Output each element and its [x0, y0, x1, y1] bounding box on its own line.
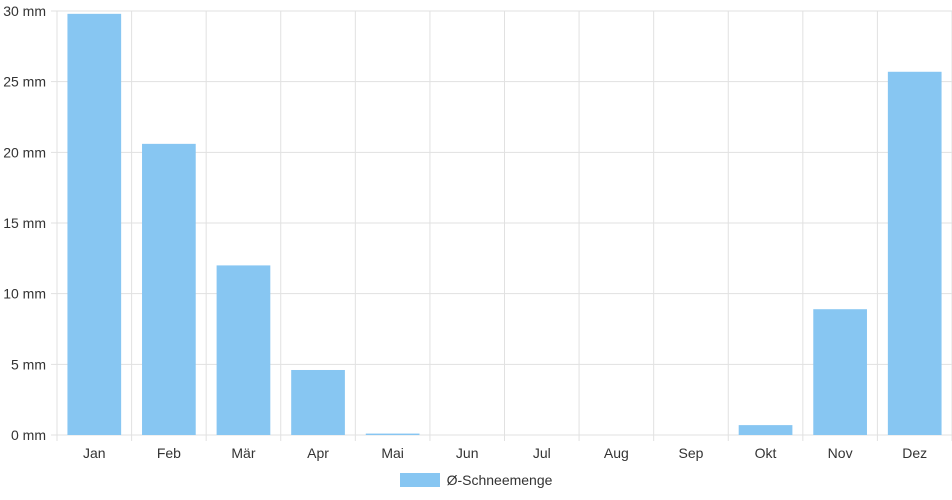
y-tick-label: 30 mm: [3, 3, 46, 19]
x-tick-label: Mai: [381, 445, 404, 461]
bar-Dez: [887, 71, 942, 436]
y-tick-label: 20 mm: [3, 144, 46, 160]
bar-Feb: [142, 143, 196, 435]
bar-Mär: [216, 265, 271, 435]
x-tick-label: Sep: [678, 445, 703, 461]
x-tick-label: Okt: [755, 445, 777, 461]
x-tick-label: Nov: [828, 445, 853, 461]
x-tick-label: Jul: [533, 445, 551, 461]
bar-Jan: [67, 13, 122, 436]
legend[interactable]: Ø-Schneemenge: [0, 472, 952, 488]
x-tick-label: Apr: [307, 445, 329, 461]
x-tick-label: Aug: [604, 445, 629, 461]
x-tick-label: Jan: [83, 445, 106, 461]
x-tick-label: Feb: [157, 445, 181, 461]
y-tick-label: 15 mm: [3, 215, 46, 231]
y-tick-label: 25 mm: [3, 74, 46, 90]
bar-Nov: [813, 309, 867, 435]
y-tick-label: 0 mm: [11, 427, 46, 443]
bar-chart: 0 mm 5 mm 10 mm 15 mm 20 mm 25 mm 30 mm Jan Feb M…: [3, 3, 952, 461]
x-tick-label: Mär: [231, 445, 255, 461]
x-tick-label: Dez: [902, 445, 927, 461]
legend-swatch: [399, 473, 440, 487]
y-tick-label: 5 mm: [11, 356, 46, 372]
bar-Okt: [738, 425, 793, 435]
y-tick-label: 10 mm: [3, 286, 46, 302]
x-tick-label: Jun: [456, 445, 479, 461]
bar-Mai: [365, 433, 420, 435]
legend-label: Ø-Schneemenge: [446, 472, 553, 488]
bar-Apr: [291, 369, 345, 435]
